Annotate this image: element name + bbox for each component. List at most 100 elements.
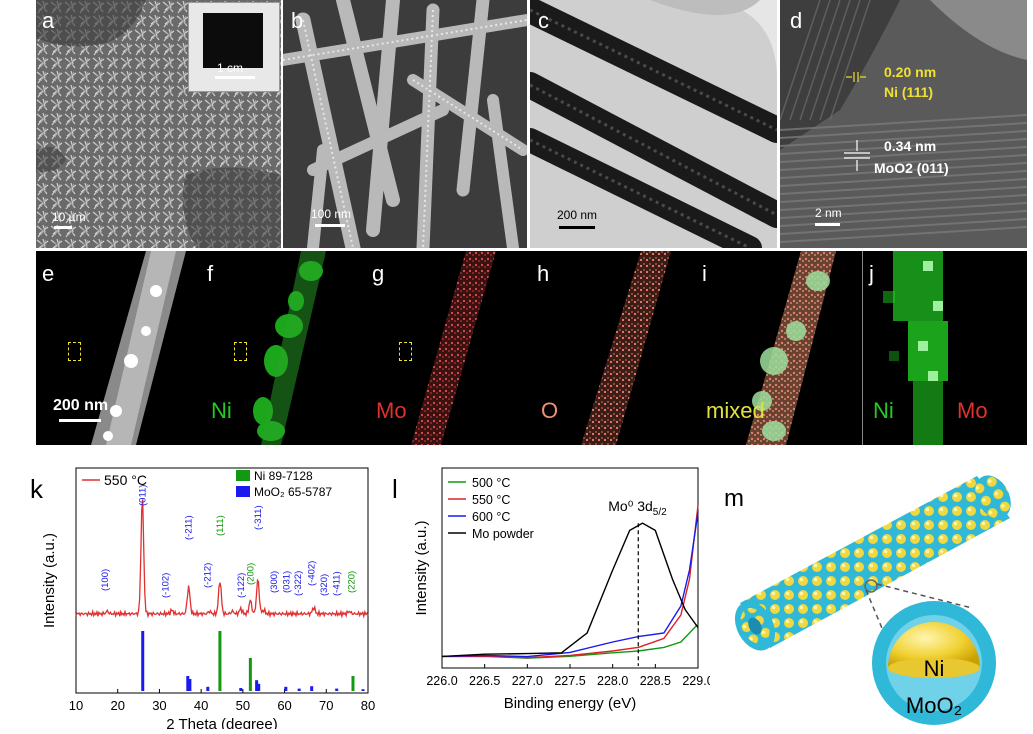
xrd-peak-label: (-211) [184, 515, 195, 540]
xps-legend-label: 500 °C [472, 476, 510, 490]
panel-label-a: a [42, 8, 55, 33]
ni-reference-stick [218, 631, 222, 691]
panel-e-haadf: e 200 nm [36, 251, 201, 445]
xrd-plot-frame [75, 467, 369, 694]
xrd-chart: 10 20 30 40 50 60 70 80 2 Theta (degree) Intensit… [30, 467, 375, 733]
panel-label-b: b [291, 8, 304, 33]
panel-label-f: f [207, 261, 214, 286]
xrd-peak-label: (-122) [236, 573, 247, 598]
xrd-xtick-label: 80 [361, 698, 375, 713]
panel-g-mo-map: g Mo [366, 251, 531, 445]
panel-j-zoomed-map: j Ni Mo [862, 251, 1028, 445]
legend-ni-label: Ni 89-7128 [254, 469, 313, 483]
panel-l-xps: 226.0 226.5 227.0 227.5 228.0 228.5 229.0 Bindi… [380, 448, 714, 729]
mixed-element-label: mixed [706, 398, 765, 423]
fringe-ni-plane: Ni (111) [884, 84, 934, 100]
ni-reference-stick [351, 676, 355, 691]
panel-b-sem-highmag: b 100 nm [283, 0, 527, 248]
scalebar-c-text: 200 nm [557, 208, 598, 222]
moo2-reference-stick [188, 679, 192, 691]
xps-xtick-label: 227.0 [512, 674, 543, 688]
zoom-origin [864, 579, 878, 593]
moo2-reference-stick [141, 631, 145, 691]
scalebar-e-text: 200 nm [53, 397, 109, 414]
xrd-xtick-label: 20 [110, 698, 124, 713]
scalebar-c: 200 nm [557, 208, 598, 229]
panel-f-ni-map: f Ni [201, 251, 366, 445]
foam-sample [203, 13, 263, 68]
xps-xtick-label: 226.5 [469, 674, 500, 688]
xrd-ylabel: Intensity (a.u.) [41, 533, 58, 628]
eds-roi-box-ni [234, 342, 247, 361]
xps-ylabel: Intensity (a.u.) [413, 520, 430, 615]
o-eds-map [581, 251, 671, 445]
panel-label-g: g [372, 261, 385, 286]
mixed-eds-map [746, 251, 836, 445]
moo2-reference-stick [310, 686, 314, 691]
scalebar-a-text: 10 µm [52, 210, 86, 224]
xps-series-line [441, 522, 699, 658]
panel-label-k: k [30, 474, 44, 504]
zoom-ni-label: Ni [873, 398, 894, 423]
moo2-reference-stick [335, 688, 339, 691]
xps-xlabel: Binding energy (eV) [504, 695, 637, 712]
xrd-peak-label: (011) [138, 485, 149, 506]
moo2-reference-stick [284, 686, 288, 691]
moo2-reference-stick [186, 676, 190, 691]
xps-xtick-label: 229.0 [682, 674, 710, 688]
panel-label-m: m [724, 485, 744, 512]
ni-reference-stick [248, 658, 252, 691]
xrd-xlabel: 2 Theta (degree) [166, 716, 277, 729]
panel-label-h: h [537, 261, 550, 286]
xps-series-line [441, 512, 699, 658]
moo2-reference-stick [297, 688, 301, 691]
panel-label-i: i [702, 261, 707, 286]
panel-label-l: l [392, 474, 398, 504]
xrd-peak-label: (111) [215, 515, 226, 536]
scalebar-e: 200 nm [53, 397, 109, 422]
xrd-peak-label: (200) [245, 563, 256, 585]
scalebar-b: 100 nm [311, 207, 352, 227]
moo2-reference-stick [361, 689, 365, 691]
xrd-peak-label: (-311) [253, 505, 264, 530]
fringe-ni-spacing: 0.20 nm [884, 64, 937, 80]
xrd-peak-label: (-411) [332, 571, 343, 596]
xrd-xtick-label: 10 [69, 698, 83, 713]
panel-label-e: e [42, 261, 55, 286]
haadf-nanorod-image [91, 251, 186, 445]
nanorod-cylinder [734, 475, 1011, 651]
panel-a-sem-lowmag: 1 cm a 10 µm [36, 0, 281, 248]
xrd-xtick-label: 60 [277, 698, 291, 713]
xps-legend-label: 600 °C [472, 510, 510, 524]
xps-xtick-label: 226.0 [426, 674, 457, 688]
moo2-reference-stick [257, 683, 261, 691]
scalebar-b-text: 100 nm [311, 207, 352, 221]
eds-row: e 200 nm f Ni g Mo h [36, 251, 1027, 445]
xrd-peak-label: (-212) [202, 563, 213, 588]
hrtem-lattice-image [780, 0, 1027, 248]
xps-xtick-label: 228.5 [640, 674, 671, 688]
o-element-label: O [541, 398, 559, 423]
panel-c-tem: c 200 nm [530, 0, 777, 248]
core-shell-particle [872, 601, 996, 725]
xrd-xtick-label: 70 [319, 698, 333, 713]
xps-legend-label: 550 °C [472, 493, 510, 507]
moo2-reference-stick [239, 688, 243, 691]
xrd-peak-label: (-102) [161, 573, 172, 598]
tem-nanorods-image [530, 0, 777, 248]
legend-moo2-swatch [236, 486, 250, 497]
eds-roi-box-mo [399, 342, 412, 361]
xps-series-line [441, 505, 699, 659]
zoom-mo-label: Mo [957, 398, 988, 423]
xrd-peak-label: (031) [282, 571, 293, 593]
xps-peak-annotation: Mo⁰ 3d5/2 [608, 498, 667, 518]
ni-element-label: Ni [211, 398, 232, 423]
xps-chart: 226.0 226.5 227.0 227.5 228.0 228.5 229.0 Bindi… [392, 467, 714, 712]
core-shell-schematic: Ni MoO₂ m [724, 475, 1011, 725]
panel-d-hrtem: d 0.20 nm Ni (111) 0.34 nm MoO2 (011) 2 … [780, 0, 1027, 248]
shell-label: MoO₂ [906, 693, 962, 718]
core-label: Ni [924, 656, 945, 681]
mo-element-label: Mo [376, 398, 407, 423]
scalebar-a: 10 µm [52, 210, 86, 229]
xrd-peak-label: (220) [346, 571, 357, 593]
